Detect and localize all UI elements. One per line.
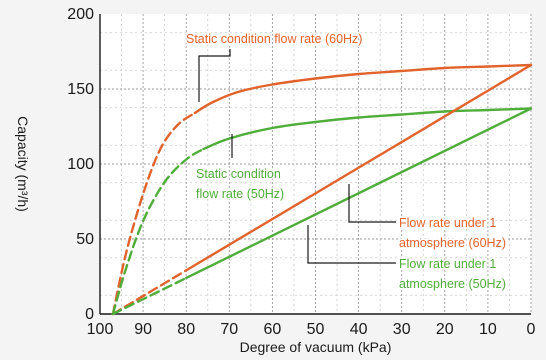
annotation-label: Static condition — [196, 167, 281, 181]
series-line-4 — [185, 107, 533, 280]
x-tick-label: 30 — [393, 321, 411, 338]
x-tick-label: 60 — [264, 321, 282, 338]
y-tick-label: 150 — [67, 81, 94, 98]
annotation-label: Flow rate under 1 — [399, 216, 496, 230]
x-tick-label: 20 — [436, 321, 454, 338]
annotation-label: atmosphere (60Hz) — [399, 236, 506, 250]
x-tick-label: 80 — [177, 321, 195, 338]
annotation-label: atmosphere (50Hz) — [399, 277, 506, 291]
series-line-1 — [193, 63, 533, 115]
y-tick-label: 100 — [67, 156, 94, 173]
y-tick-label: 0 — [85, 306, 94, 323]
x-tick-label: 40 — [350, 321, 368, 338]
x-tick-label: 90 — [134, 321, 152, 338]
series-line-dashed-1 — [111, 111, 197, 316]
annotation-leader — [198, 49, 231, 102]
x-tick-label: 0 — [527, 321, 536, 338]
annotation-label: Flow rate under 1 — [399, 257, 496, 271]
series-line-dashed-4 — [111, 276, 188, 316]
series-line-2 — [202, 107, 533, 151]
y-tick-label: 50 — [76, 231, 94, 248]
series-line-3 — [185, 63, 533, 272]
y-tick-label: 200 — [67, 6, 94, 23]
annotation-label: flow rate (50Hz) — [196, 187, 284, 201]
x-axis-title: Degree of vacuum (kPa) — [240, 339, 392, 355]
annotation-label: Static condition flow rate (60Hz) — [186, 32, 362, 46]
x-tick-label: 10 — [479, 321, 497, 338]
annotation-leader — [348, 184, 396, 223]
annotation-leader — [307, 225, 396, 264]
x-tick-label: 100 — [87, 321, 114, 338]
series-line-dashed-2 — [111, 147, 205, 316]
y-axis-title: Capacity (m³/h) — [15, 116, 31, 212]
x-tick-label: 50 — [307, 321, 325, 338]
x-tick-label: 70 — [220, 321, 238, 338]
